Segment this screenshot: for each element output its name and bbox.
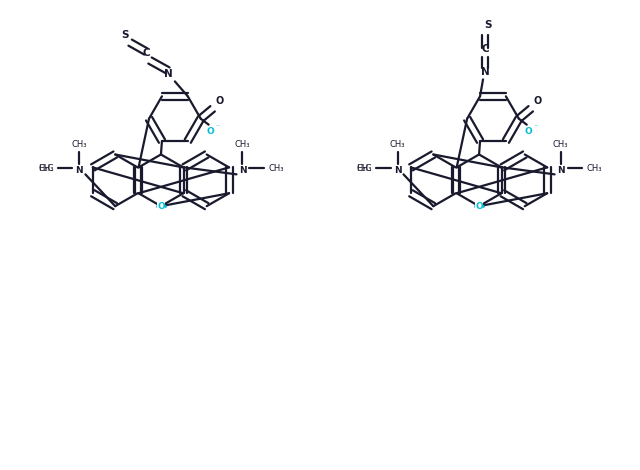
Text: O: O <box>534 96 542 106</box>
Text: C: C <box>142 47 150 57</box>
Text: S: S <box>122 30 129 39</box>
Text: O: O <box>525 126 532 136</box>
Text: O: O <box>216 96 224 106</box>
Text: CH₃: CH₃ <box>268 164 284 173</box>
Text: CH₃: CH₃ <box>72 140 87 149</box>
Text: CH₃: CH₃ <box>390 140 405 149</box>
Text: CH₃: CH₃ <box>38 164 54 173</box>
Text: H₃C: H₃C <box>356 164 372 173</box>
Text: CH₃: CH₃ <box>356 164 372 173</box>
Text: O: O <box>207 126 214 136</box>
Text: CH₃: CH₃ <box>553 140 568 149</box>
Text: N: N <box>76 166 83 175</box>
Text: S: S <box>484 20 492 30</box>
Text: C: C <box>481 44 489 54</box>
Text: O: O <box>475 202 483 211</box>
Text: CH₃: CH₃ <box>235 140 250 149</box>
Text: N: N <box>164 70 172 79</box>
Text: N: N <box>394 166 401 175</box>
Text: N: N <box>481 68 490 78</box>
Text: O: O <box>157 202 165 211</box>
Text: N: N <box>239 166 246 175</box>
Text: N: N <box>557 166 564 175</box>
Text: CH₃: CH₃ <box>586 164 602 173</box>
Text: H₃C: H₃C <box>38 164 54 173</box>
Text: ⁻: ⁻ <box>216 123 220 132</box>
Text: ⁻: ⁻ <box>534 123 538 132</box>
